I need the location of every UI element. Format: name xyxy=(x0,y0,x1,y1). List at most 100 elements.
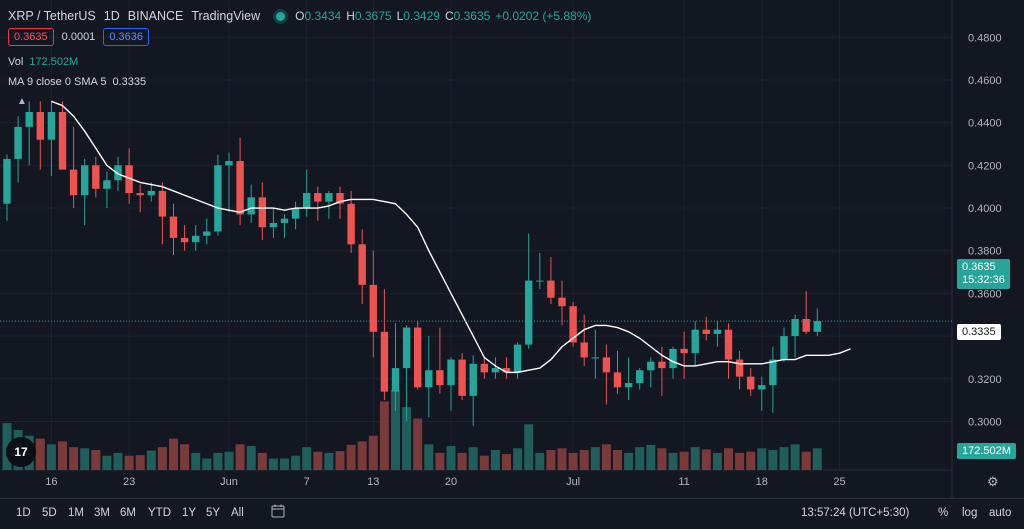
time-axis-label: 7 xyxy=(304,476,310,488)
range-1d-button[interactable]: 1D xyxy=(16,507,31,519)
exchange-label: BINANCE xyxy=(127,9,184,23)
volume-bar xyxy=(768,450,778,470)
volume-bar xyxy=(613,450,622,470)
ma-legend[interactable]: MA 9 close 0 SMA 5 0.3335 xyxy=(8,76,146,88)
candle-body xyxy=(369,284,377,332)
candle-body xyxy=(114,165,122,181)
volume-bar xyxy=(157,447,167,470)
volume-bar xyxy=(646,444,656,470)
candle-body xyxy=(469,363,477,396)
candle-body xyxy=(269,222,278,228)
volume-bar xyxy=(135,455,145,470)
candle-body xyxy=(425,370,433,388)
goto-date-icon[interactable] xyxy=(270,503,286,522)
candle-body xyxy=(347,203,355,245)
candle-body xyxy=(502,368,511,373)
volume-bar xyxy=(402,407,412,470)
time-axis-label: 11 xyxy=(678,476,689,488)
price-axis-label: 0.3000 xyxy=(968,416,1002,428)
change-value: +0.0202 (+5.88%) xyxy=(495,9,592,23)
percent-scale-button[interactable]: % xyxy=(938,507,949,519)
candle-body xyxy=(225,161,233,166)
volume-bar xyxy=(502,454,511,470)
candle-body xyxy=(180,237,189,243)
candle-body xyxy=(613,372,622,388)
volume-bar xyxy=(91,450,101,470)
tradingview-logo[interactable]: 17 xyxy=(6,437,36,467)
buy-button[interactable]: 0.3636 xyxy=(103,28,149,46)
close-value: 0.3635 xyxy=(453,9,491,23)
volume-bar xyxy=(257,452,267,470)
volume-bar xyxy=(524,424,534,470)
interval-label[interactable]: 1D xyxy=(103,9,120,23)
candle-body xyxy=(169,216,178,238)
candle-body xyxy=(525,280,533,345)
volume-bar xyxy=(435,452,445,470)
volume-bar xyxy=(413,418,423,470)
symbol-header: XRP / TetherUS 1D BINANCE TradingView O0… xyxy=(8,6,596,26)
candle-body xyxy=(380,331,389,392)
volume-bar xyxy=(535,452,545,470)
candle-body xyxy=(447,359,455,386)
candle-body xyxy=(236,161,244,215)
volume-bar xyxy=(601,444,611,470)
candle-body xyxy=(325,193,333,202)
volume-bar xyxy=(213,452,223,470)
range-3m-button[interactable]: 3M xyxy=(94,507,110,519)
range-1y-button[interactable]: 1Y xyxy=(182,507,197,519)
gear-icon[interactable]: ⚙ xyxy=(987,474,999,489)
range-5d-button[interactable]: 5D xyxy=(42,507,57,519)
volume-bar xyxy=(790,444,800,470)
candle-body xyxy=(547,280,555,298)
candle-body xyxy=(458,359,466,396)
price-axis-label: 0.3600 xyxy=(968,288,1002,300)
collapse-legend-icon[interactable]: ▲ xyxy=(17,96,27,107)
symbol-title[interactable]: XRP / TetherUS xyxy=(8,9,96,23)
range-6m-button[interactable]: 6M xyxy=(120,507,136,519)
candle-body xyxy=(580,342,588,358)
open-label: O xyxy=(295,9,305,23)
close-label: C xyxy=(444,9,454,23)
sell-button[interactable]: 0.3635 xyxy=(8,28,54,46)
candle-body xyxy=(436,370,444,386)
candle-body xyxy=(192,235,200,243)
candle-body xyxy=(303,193,311,209)
time-axis-label: 13 xyxy=(367,476,379,488)
candle-body xyxy=(647,361,655,371)
volume-bar xyxy=(80,448,90,470)
volume-bar xyxy=(801,451,811,470)
range-ytd-button[interactable]: YTD xyxy=(148,507,171,519)
candle-body xyxy=(47,111,56,140)
spread-value: 0.0001 xyxy=(61,31,96,43)
log-scale-button[interactable]: log xyxy=(962,507,978,519)
candle-body xyxy=(247,197,255,215)
volume-bar xyxy=(668,452,678,470)
candle-body xyxy=(513,344,522,373)
candle-body xyxy=(491,368,500,373)
price-axis-label: 0.4200 xyxy=(968,160,1002,172)
clock-time[interactable]: 13:57:24 (UTC+5:30) xyxy=(801,507,910,519)
candle-body xyxy=(691,329,699,354)
range-5y-button[interactable]: 5Y xyxy=(206,507,221,519)
volume-bar xyxy=(58,441,67,470)
price-chart[interactable]: 0.48000.46000.44000.42000.40000.38000.36… xyxy=(0,0,1024,498)
candle-body xyxy=(147,190,155,196)
volume-label: Vol xyxy=(8,56,24,68)
volume-bar xyxy=(357,441,367,470)
volume-bar xyxy=(268,458,278,470)
volume-legend[interactable]: Vol 172.502M xyxy=(8,56,78,68)
range-1m-button[interactable]: 1M xyxy=(68,507,84,519)
volume-bar xyxy=(735,452,745,470)
range-all-button[interactable]: All xyxy=(231,507,244,519)
volume-bar xyxy=(246,446,256,470)
volume-bar xyxy=(746,451,756,470)
candle-body xyxy=(569,306,577,343)
volume-bar xyxy=(35,438,45,470)
volume-bar xyxy=(291,455,301,470)
time-axis-label: 16 xyxy=(45,476,57,488)
bottom-toolbar: 1D 5D 1M 3M 6M YTD 1Y 5Y All 13:57:24 (U… xyxy=(0,498,1024,529)
auto-scale-button[interactable]: auto xyxy=(989,507,1012,519)
volume-bar xyxy=(124,455,134,470)
candle-body xyxy=(58,111,67,170)
time-axis-label: 23 xyxy=(123,476,135,488)
